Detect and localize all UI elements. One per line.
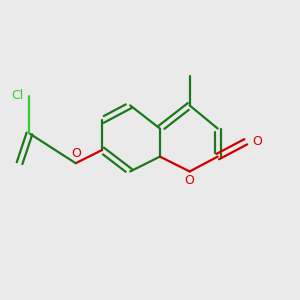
Text: O: O — [71, 147, 81, 161]
Text: O: O — [253, 135, 262, 148]
Text: Cl: Cl — [11, 89, 24, 102]
Text: O: O — [185, 174, 195, 187]
